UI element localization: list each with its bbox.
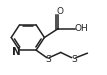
Text: S: S: [45, 55, 51, 64]
Text: N: N: [12, 47, 21, 57]
Text: OH: OH: [74, 24, 88, 33]
Text: S: S: [72, 55, 77, 64]
Text: O: O: [56, 8, 63, 16]
